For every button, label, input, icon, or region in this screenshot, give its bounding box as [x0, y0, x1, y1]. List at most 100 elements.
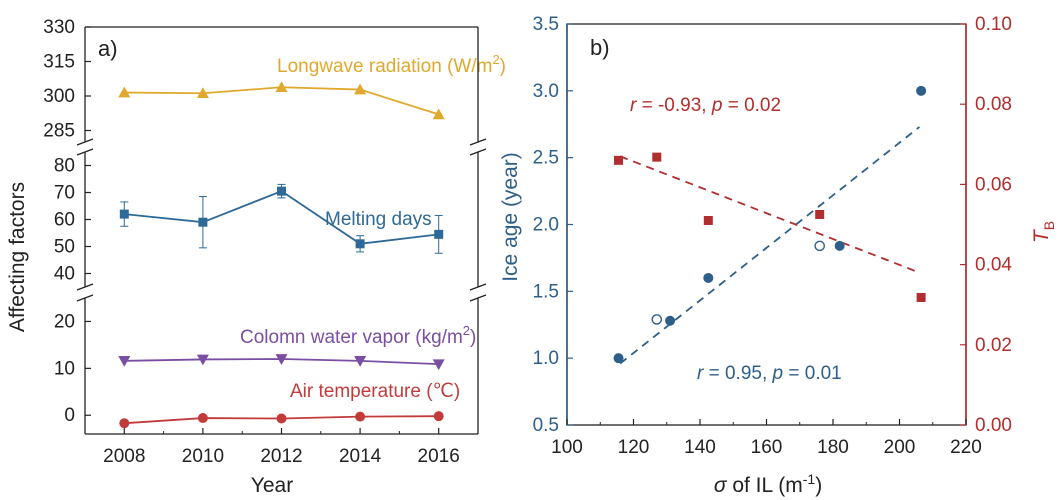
panel-b-y2tick-label: 0.02 [975, 335, 1012, 356]
panel-b-y2label-main: T [1030, 228, 1053, 243]
panel-b-y2tick-label: 0.06 [975, 174, 1012, 195]
panel-a-ytick-label: 300 [43, 86, 75, 107]
data-point [276, 413, 287, 424]
panel-a-ytick-label: 60 [54, 210, 75, 231]
panel-b-y2label-sub: B [1041, 221, 1057, 230]
annot-r-tb-t2: = 0.02 [722, 95, 781, 116]
annot-r-ice-p: p [772, 363, 784, 384]
panel-b-y2tick-label: 0.04 [975, 255, 1012, 276]
panel-b-xlabel-sigma: σ [714, 474, 728, 497]
axis-break-mark [469, 283, 487, 291]
data-point [354, 356, 367, 367]
data-point [703, 215, 713, 225]
label-vapor-tail: ) [470, 327, 476, 348]
panel-a-ytick-label: 50 [54, 237, 75, 258]
panel-b-ylabel: Ice age (year) [499, 152, 522, 282]
data-point [652, 152, 662, 162]
panel-b-ytick-label: 1.0 [533, 348, 559, 369]
annot-r-ice: r = 0.95, p = 0.01 [697, 363, 842, 384]
data-point [275, 81, 288, 93]
panel-b-y2label: TB [1030, 221, 1057, 243]
panel-a-xtick-label: 2008 [103, 446, 145, 467]
data-point [119, 209, 129, 219]
panel-b-ytick-label: 2.5 [533, 148, 559, 169]
panel-a-ytick-label: 70 [54, 183, 75, 204]
panel-a-ytick-label: 40 [54, 264, 75, 285]
data-point [651, 314, 663, 325]
data-point [118, 356, 131, 367]
panel-b-xlabel-tail: ) [815, 474, 822, 497]
label-vapor-sup: 2 [463, 323, 470, 338]
label-longwave-main: Longwave radiation (W/m [277, 56, 492, 77]
panel-b-xtick-label: 120 [618, 437, 650, 458]
axis-break-mark [76, 138, 94, 146]
panel-b-xtick-label: 160 [751, 437, 783, 458]
label-longwave-tail: ) [500, 56, 506, 77]
panel-a-label: a) [98, 36, 118, 61]
panel-a-xtick-label: 2012 [260, 446, 302, 467]
panel-a-plot: 285 300 315 330 40 50 60 70 80 0 10 20 2008 2010 2012 2… [43, 17, 487, 467]
data-point [354, 83, 367, 95]
panel-b-xlabel: σ of IL (m-1) [714, 471, 822, 497]
data-point [433, 411, 444, 422]
panel-a-ytick-label: 10 [54, 358, 75, 379]
label-longwave-sup: 2 [492, 52, 499, 67]
annot-r-tb-p: p [711, 95, 723, 116]
data-point [198, 217, 208, 227]
panel-a-ytick-label: 315 [43, 52, 75, 73]
panel-a-xtick-label: 2016 [418, 446, 460, 467]
data-point [434, 229, 444, 239]
annot-r-tb-t1: = -0.93, [636, 95, 712, 116]
axis-break-mark [76, 283, 94, 291]
data-point [355, 239, 365, 249]
panel-b-xlabel-main: of IL (m [726, 474, 802, 497]
data-point [814, 240, 826, 252]
data-point [119, 418, 130, 429]
data-point [815, 209, 825, 219]
panel-a-ytick-label: 80 [54, 156, 75, 177]
panel-b-ytick-label: 2.0 [533, 215, 559, 236]
data-point [432, 359, 445, 371]
panel-b-y2tick-label: 0.10 [975, 14, 1012, 35]
label-vapor-main: Colomn water vapor (kg/m [240, 327, 463, 348]
panel-b-xtick-label: 180 [817, 437, 849, 458]
panel-b-ytick-label: 3.5 [533, 14, 559, 35]
panel-a-ytick-label: 285 [43, 121, 75, 142]
label-longwave: Longwave radiation (W/m2) [277, 52, 506, 77]
data-point [432, 108, 445, 120]
panel-a-ylabel: Affecting factors [6, 182, 29, 332]
annot-r-ice-r: r [697, 363, 704, 384]
annot-r-tb-r: r [630, 95, 637, 116]
panel-a-ytick-label: 0 [64, 405, 75, 426]
data-point [916, 85, 927, 96]
panel-a-xlabel: Year [251, 474, 293, 497]
data-point [196, 354, 209, 366]
label-air: Air temperature (℃) [290, 381, 460, 402]
panel-b-xlabel-sup: -1 [803, 471, 816, 487]
panel-b-xtick-label: 200 [884, 437, 916, 458]
annot-r-ice-t2: = 0.01 [783, 363, 842, 384]
fit-line [619, 155, 920, 274]
fit-line [619, 126, 921, 365]
data-point [118, 86, 131, 98]
data-point [355, 411, 366, 422]
panel-b-xtick-label: 140 [684, 437, 716, 458]
axis-break-mark [469, 148, 487, 156]
annot-r-ice-t1: = 0.95, [703, 363, 772, 384]
data-point [703, 272, 714, 283]
panel-b-label: b) [590, 35, 610, 60]
panel-b-plot: 100 120 140 160 180 200 220 0.5 1.0 1.5 2.0 2.5 3.0 3… [533, 14, 1013, 458]
panel-a-xtick-label: 2014 [339, 446, 382, 467]
data-point [665, 315, 676, 326]
panel-b-ytick-label: 3.0 [533, 81, 559, 102]
label-vapor: Colomn water vapor (kg/m2) [240, 323, 476, 348]
panel-b-y2tick-label: 0.00 [975, 415, 1012, 436]
data-point [613, 353, 624, 364]
panel-a-ytick-label: 20 [54, 311, 75, 332]
annot-r-tb: r = -0.93, p = 0.02 [630, 95, 781, 116]
data-point [197, 413, 208, 424]
panel-a-xtick-label: 2010 [182, 446, 224, 467]
panel-b-ytick-label: 0.5 [533, 415, 559, 436]
panel-b-xtick-label: 100 [551, 437, 583, 458]
